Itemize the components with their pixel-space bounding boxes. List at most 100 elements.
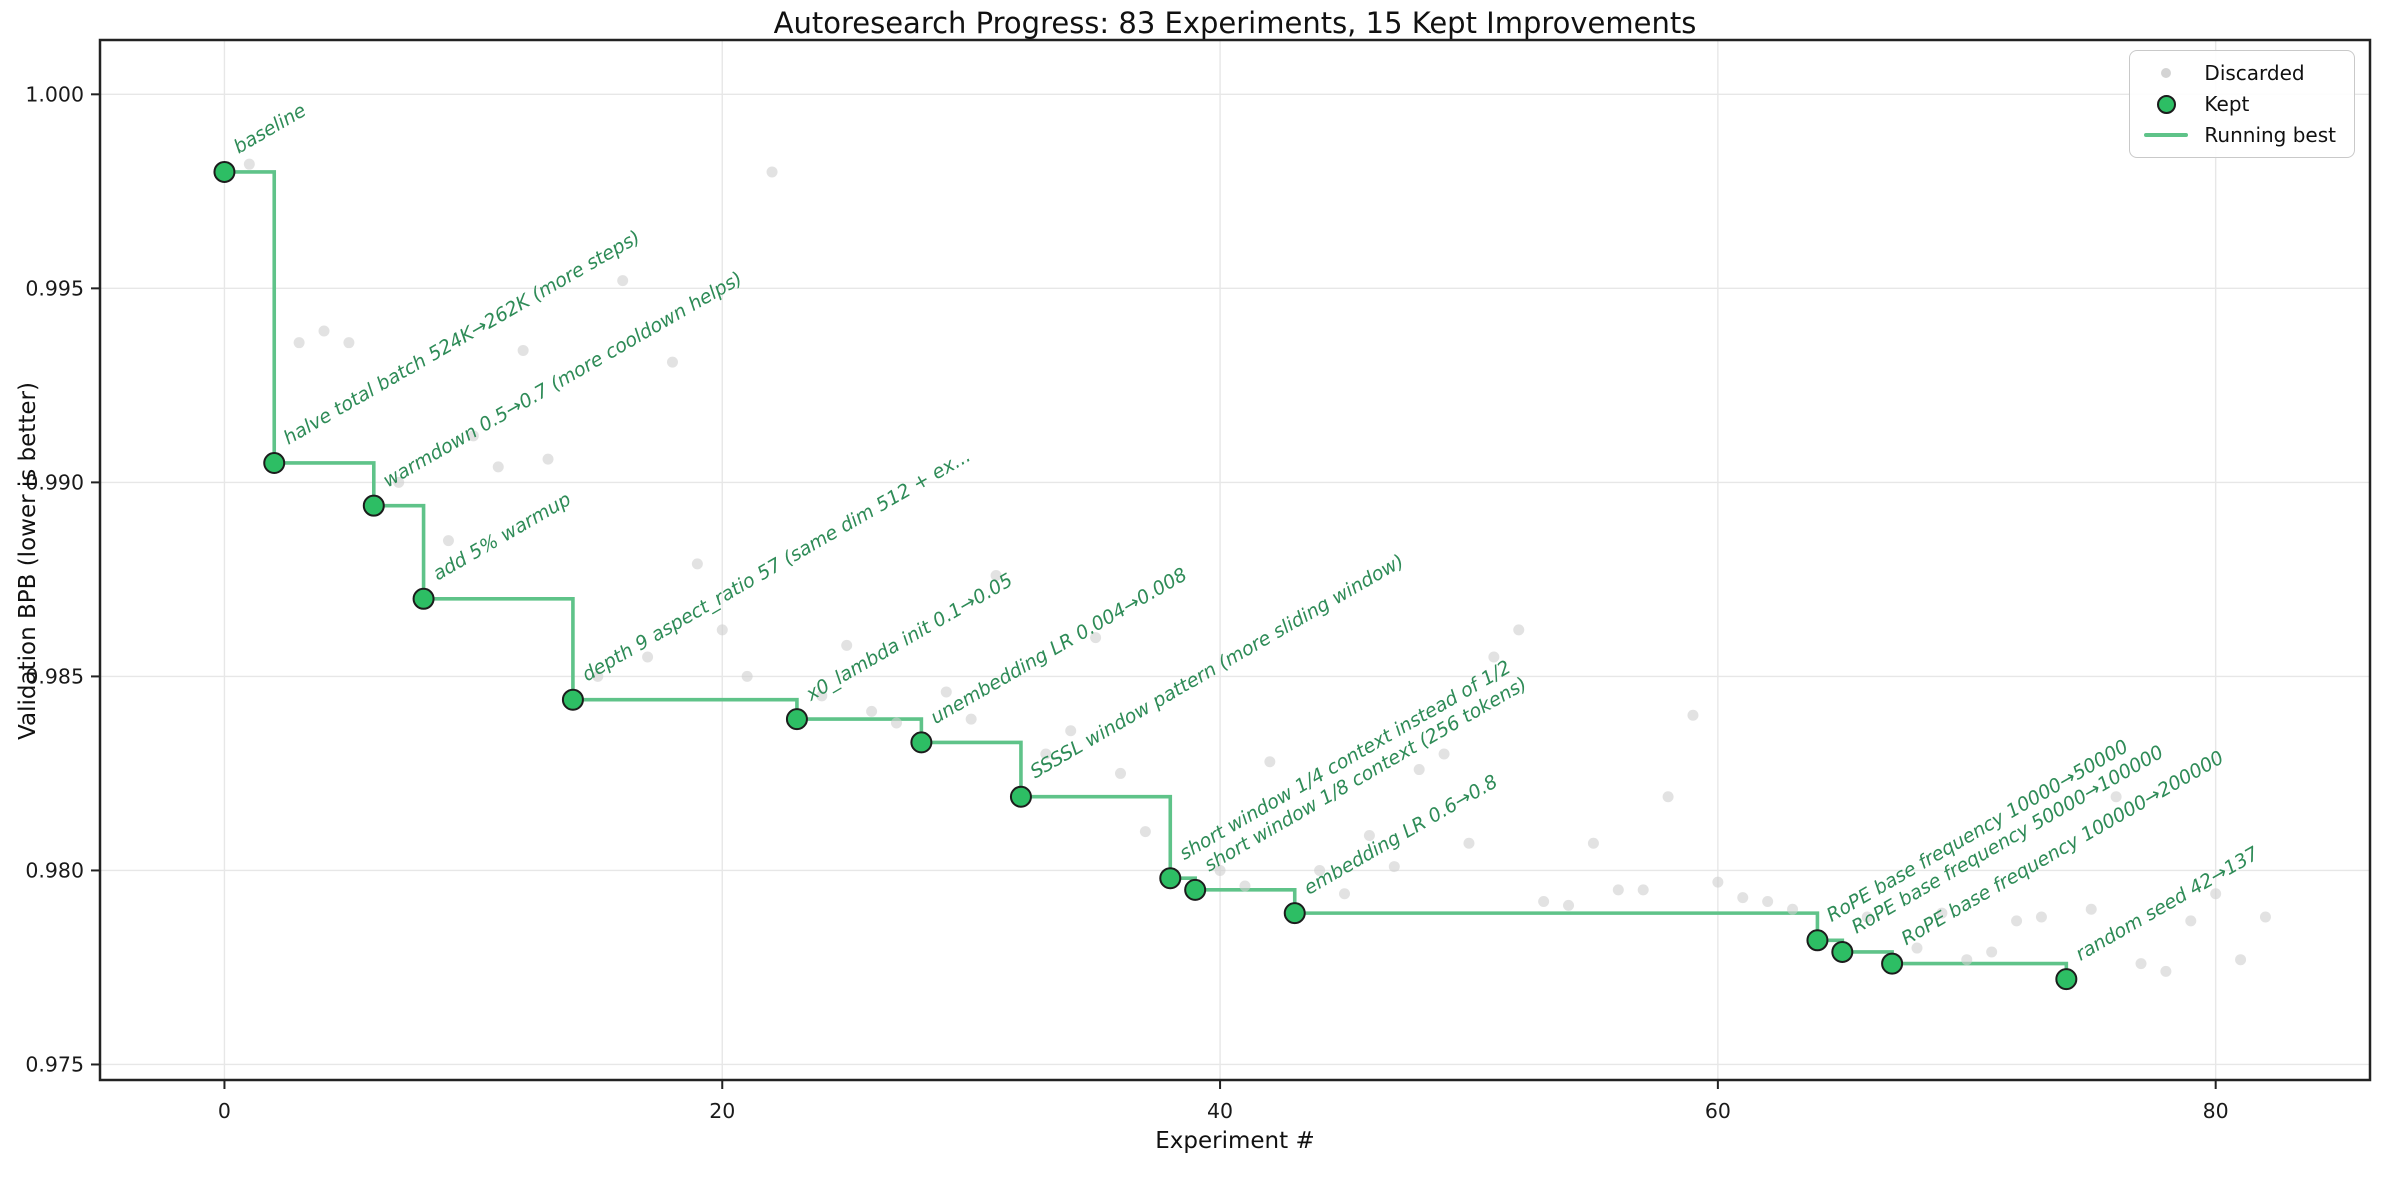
discarded-point [1264, 756, 1276, 768]
discarded-point [1090, 632, 1102, 644]
kept-annotation: RoPE base frequency 50000→100000 [1848, 741, 2168, 938]
running-best-line-icon [2144, 133, 2189, 137]
legend-item-running-best: Running best [2144, 123, 2336, 147]
kept-annotation: warmdown 0.5→0.7 (more cooldown helps) [379, 267, 746, 492]
discarded-point [1314, 864, 1326, 876]
legend-label-running-best: Running best [2204, 123, 2336, 147]
discarded-point [642, 651, 654, 663]
discarded-point [617, 275, 629, 287]
discarded-point [1961, 954, 1973, 966]
discarded-point [716, 624, 728, 636]
kept-point [2055, 968, 2078, 991]
discarded-point [1861, 911, 1873, 923]
discarded-point [2085, 903, 2097, 915]
discarded-point [2135, 958, 2147, 970]
discarded-point [1936, 907, 1948, 919]
y-tick-label: 1.000 [25, 82, 84, 106]
discarded-point [866, 705, 878, 717]
discarded-point [2185, 915, 2197, 927]
discarded-point [1911, 942, 1923, 954]
discarded-point [1438, 748, 1450, 760]
discarded-point [1040, 748, 1052, 760]
discarded-point [517, 344, 529, 356]
discarded-marker-icon [2144, 68, 2188, 78]
x-axis-label: Experiment # [1155, 1128, 1315, 1154]
kept-point [362, 494, 385, 517]
discarded-point [1687, 709, 1699, 721]
x-tick-label: 0 [218, 1099, 231, 1123]
running-best-line [224, 170, 2069, 980]
discarded-point [1538, 895, 1550, 907]
y-tick-label: 0.980 [25, 858, 84, 882]
discarded-point [1413, 764, 1425, 776]
discarded-point [293, 337, 305, 349]
discarded-point [1712, 876, 1724, 888]
discarded-point [1762, 895, 1774, 907]
discarded-point [2235, 954, 2247, 966]
discarded-point [965, 713, 977, 725]
discarded-point [1986, 946, 1998, 958]
kept-point [1184, 878, 1207, 901]
discarded-point [1239, 880, 1251, 892]
legend: Discarded Kept Running best [2129, 50, 2355, 158]
kept-annotation: halve total batch 524K→262K (more steps) [280, 226, 644, 449]
kept-annotation: random seed 42→137 [2072, 843, 2263, 966]
kept-point [1806, 929, 1829, 952]
discarded-point [1214, 864, 1226, 876]
discarded-point [1488, 651, 1500, 663]
discarded-point [2210, 888, 2222, 900]
kept-point [910, 731, 933, 754]
discarded-point [1115, 767, 1127, 779]
discarded-point [990, 570, 1002, 582]
y-tick-label: 0.975 [25, 1052, 84, 1076]
y-axis-label: Validation BPB (lower is better) [15, 382, 41, 740]
discarded-point [841, 639, 853, 651]
discarded-point [592, 670, 604, 682]
chart-title: Autoresearch Progress: 83 Experiments, 1… [773, 6, 1697, 40]
x-tick-label: 60 [1705, 1099, 1731, 1123]
discarded-point [691, 558, 703, 570]
kept-point [785, 708, 808, 731]
discarded-point [442, 535, 454, 547]
discarded-point [1463, 837, 1475, 849]
kept-point [1881, 952, 1904, 975]
kept-point [1831, 940, 1854, 963]
discarded-point [2259, 911, 2271, 923]
discarded-point [890, 717, 902, 729]
discarded-point [2011, 915, 2023, 927]
x-tick-label: 80 [2203, 1099, 2229, 1123]
discarded-point [1637, 884, 1649, 896]
kept-marker-icon [2144, 94, 2188, 114]
legend-label-kept: Kept [2204, 92, 2250, 116]
kept-point [1009, 785, 1032, 808]
discarded-point [467, 430, 479, 442]
kept-annotation: depth 9 aspect_ratio 57 (same dim 512 + … [578, 445, 974, 686]
discarded-point [666, 356, 678, 368]
discarded-point [1513, 624, 1525, 636]
discarded-point [741, 670, 753, 682]
discarded-point [940, 686, 952, 698]
discarded-point [816, 690, 828, 702]
discarded-point [2110, 791, 2122, 803]
legend-item-discarded: Discarded [2144, 61, 2336, 85]
discarded-point [1065, 725, 1077, 737]
kept-annotation: short window 1/4 context instead of 1/2 [1176, 656, 1515, 864]
x-tick-label: 40 [1207, 1099, 1233, 1123]
discarded-point [492, 461, 504, 473]
discarded-point [343, 337, 355, 349]
discarded-point [1587, 837, 1599, 849]
discarded-point [1612, 884, 1624, 896]
discarded-point [1737, 892, 1749, 904]
kept-point [1283, 902, 1306, 925]
kept-point [1159, 867, 1182, 890]
discarded-point [766, 166, 778, 178]
discarded-point [318, 325, 330, 337]
x-tick-label: 20 [709, 1099, 735, 1123]
kept-point [561, 688, 584, 711]
plot-border [98, 38, 2372, 1082]
kept-annotation: baseline [230, 99, 310, 158]
discarded-point [1563, 899, 1575, 911]
legend-label-discarded: Discarded [2204, 61, 2305, 85]
